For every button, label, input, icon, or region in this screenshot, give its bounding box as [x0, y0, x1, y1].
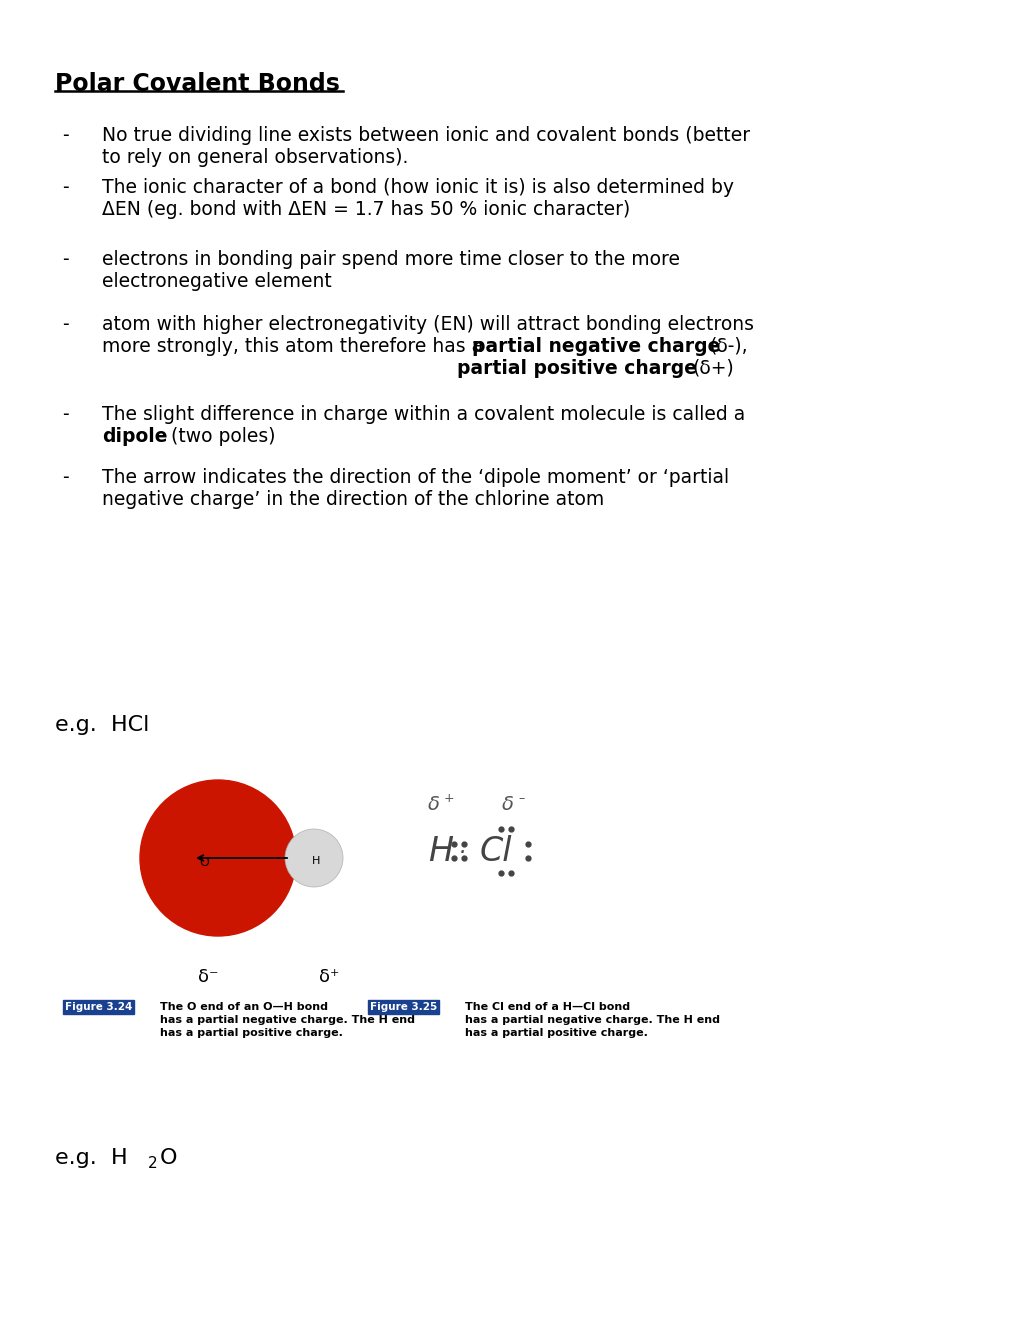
Text: to rely on general observations).: to rely on general observations).	[102, 148, 408, 168]
Text: -: -	[62, 469, 68, 487]
Text: negative charge’ in the direction of the chlorine atom: negative charge’ in the direction of the…	[102, 490, 603, 510]
Text: The Cl end of a H—Cl bond
has a partial negative charge. The H end
has a partial: The Cl end of a H—Cl bond has a partial …	[465, 1002, 719, 1038]
Text: Figure 3.25: Figure 3.25	[370, 1002, 437, 1012]
Circle shape	[284, 829, 342, 887]
Text: -: -	[62, 405, 68, 424]
Text: –: –	[518, 792, 524, 805]
Text: H: H	[312, 855, 320, 866]
Text: (two poles): (two poles)	[164, 426, 275, 446]
Text: e.g.  H: e.g. H	[55, 1148, 127, 1168]
Text: more strongly, this atom therefore has a: more strongly, this atom therefore has a	[102, 337, 489, 356]
Text: The ionic character of a bond (how ionic it is) is also determined by: The ionic character of a bond (how ionic…	[102, 178, 734, 197]
Text: -: -	[62, 125, 68, 145]
Text: Figure 3.24: Figure 3.24	[65, 1002, 132, 1012]
Text: electronegative element: electronegative element	[102, 272, 331, 290]
Text: The arrow indicates the direction of the ‘dipole moment’ or ‘partial: The arrow indicates the direction of the…	[102, 469, 729, 487]
Text: partial negative charge: partial negative charge	[471, 337, 719, 356]
Text: H: H	[428, 836, 452, 869]
Text: δ: δ	[428, 795, 439, 814]
Text: The slight difference in charge within a covalent molecule is called a: The slight difference in charge within a…	[102, 405, 745, 424]
Text: δ⁻: δ⁻	[198, 968, 218, 986]
Text: :: :	[460, 837, 467, 857]
Text: (δ-),: (δ-),	[708, 337, 747, 356]
Text: (δ+): (δ+)	[692, 359, 734, 378]
Text: The O end of an O—H bond
has a partial negative charge. The H end
has a partial : The O end of an O—H bond has a partial n…	[160, 1002, 415, 1038]
Text: 2: 2	[148, 1156, 158, 1171]
Text: +: +	[443, 792, 454, 805]
Text: No true dividing line exists between ionic and covalent bonds (better: No true dividing line exists between ion…	[102, 125, 749, 145]
Text: O: O	[199, 855, 209, 869]
Circle shape	[140, 780, 296, 936]
Text: e.g.  HCl: e.g. HCl	[55, 715, 149, 735]
Text: δ⁺: δ⁺	[319, 968, 339, 986]
Text: -: -	[62, 178, 68, 197]
Text: Cl: Cl	[480, 836, 512, 869]
Text: O: O	[160, 1148, 177, 1168]
Text: atom with higher electronegativity (EN) will attract bonding electrons: atom with higher electronegativity (EN) …	[102, 315, 753, 334]
Text: -: -	[62, 315, 68, 334]
Text: dipole: dipole	[102, 426, 167, 446]
Text: -: -	[62, 249, 68, 269]
Text: partial positive charge: partial positive charge	[457, 359, 703, 378]
Text: Polar Covalent Bonds: Polar Covalent Bonds	[55, 73, 339, 96]
Text: δ: δ	[501, 795, 514, 814]
Text: electrons in bonding pair spend more time closer to the more: electrons in bonding pair spend more tim…	[102, 249, 680, 269]
Text: ΔEN (eg. bond with ΔEN = 1.7 has 50 % ionic character): ΔEN (eg. bond with ΔEN = 1.7 has 50 % io…	[102, 201, 630, 219]
